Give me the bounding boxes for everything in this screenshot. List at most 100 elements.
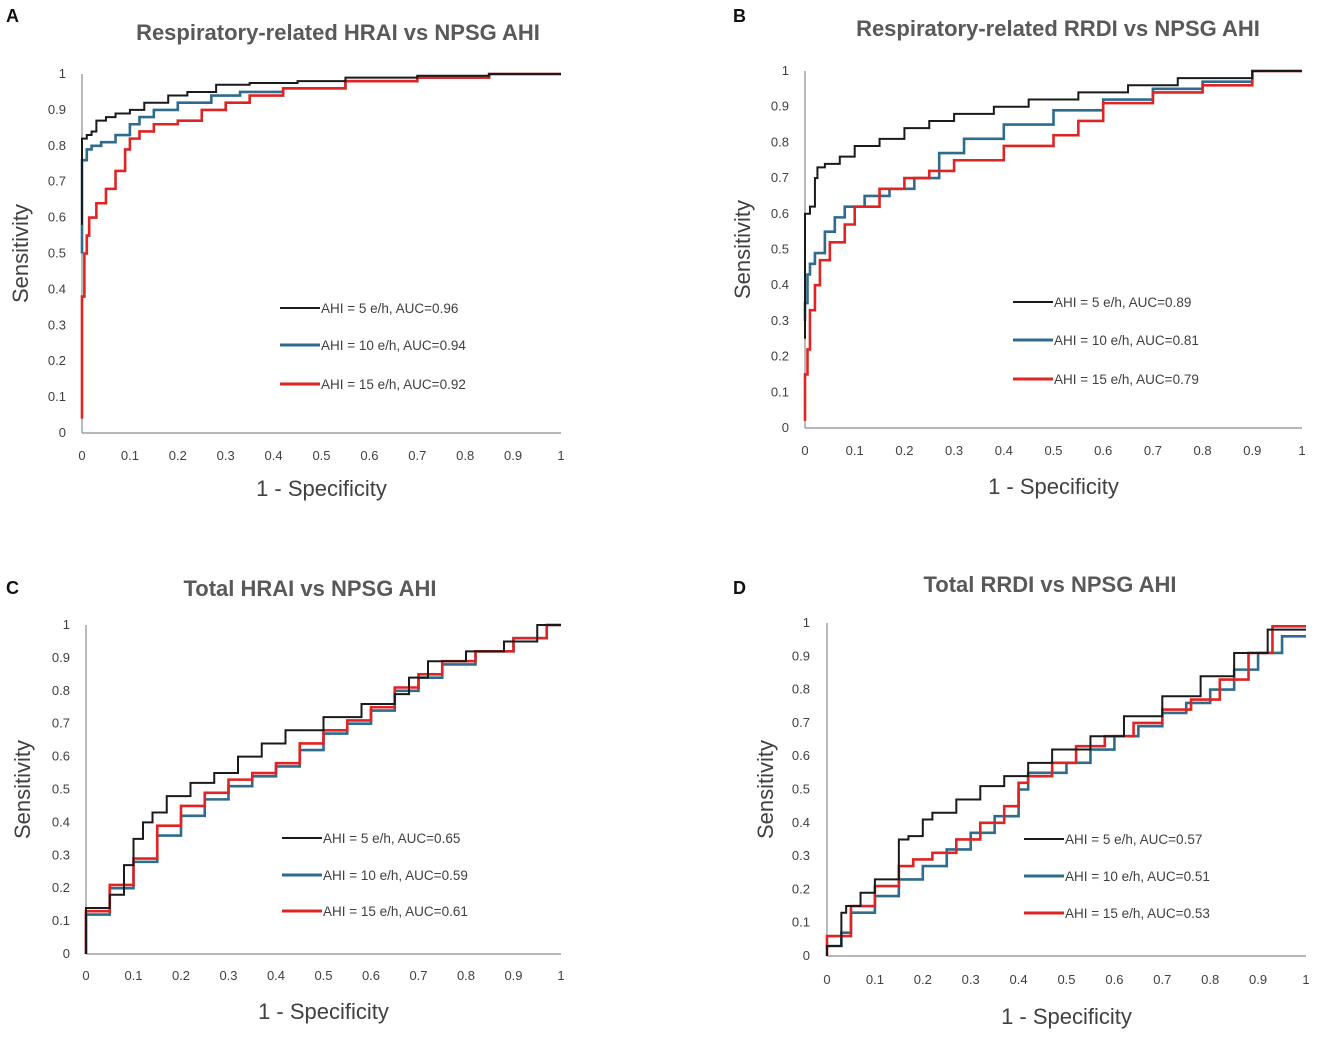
x-tick-label: 0.1 — [121, 448, 139, 463]
x-tick-label: 0.9 — [504, 448, 522, 463]
x-axis-title: 1 - Specificity — [256, 476, 387, 501]
x-tick-label: 0.5 — [1044, 443, 1062, 458]
panel-d: D Total RRDI vs NPSG AHI 0 0.1 0.2 0.3 0.4 0.5 0… — [733, 572, 1310, 1029]
x-axis-title: 1 - Specificity — [258, 999, 389, 1024]
x-tick-label: 0.3 — [962, 972, 980, 987]
y-tick-label: 0.8 — [771, 134, 789, 149]
x-tick-label: 0.7 — [1144, 443, 1162, 458]
x-tick-label: 1 — [557, 968, 564, 983]
y-tick-label: 0.1 — [771, 384, 789, 399]
x-tick-label: 0.7 — [409, 968, 427, 983]
y-tick-label: 1 — [803, 615, 810, 630]
y-tick-label: 0.7 — [52, 716, 70, 731]
x-tick-label: 0.4 — [1010, 972, 1028, 987]
x-tick-label: 0.2 — [169, 448, 187, 463]
y-tick-label: 0.7 — [48, 174, 66, 189]
x-tick-label: 0.8 — [1201, 972, 1219, 987]
y-tick-label: 0.1 — [48, 389, 66, 404]
y-tick-label: 0 — [803, 948, 810, 963]
x-tick-label: 0.5 — [1057, 972, 1075, 987]
y-axis-title: Sensitivity — [730, 200, 755, 299]
y-tick-label: 0.2 — [48, 353, 66, 368]
x-tick-label: 0 — [78, 448, 85, 463]
x-tick-label: 0.1 — [846, 443, 864, 458]
x-tick-label: 0.6 — [362, 968, 380, 983]
y-tick-label: 0.7 — [771, 170, 789, 185]
legend-label: AHI = 10 e/h, AUC=0.59 — [323, 868, 468, 883]
y-tick-label: 1 — [782, 63, 789, 78]
y-tick-label: 0.3 — [771, 313, 789, 328]
x-tick-label: 0 — [823, 972, 830, 987]
x-tick-label: 0.3 — [945, 443, 963, 458]
x-tick-label: 0.3 — [217, 448, 235, 463]
legend-label: AHI = 5 e/h, AUC=0.96 — [321, 301, 458, 316]
panel-c: C Total HRAI vs NPSG AHI 0 0.1 0.2 0.3 0.4 0.5 0… — [6, 576, 565, 1024]
y-tick-label: 0.6 — [792, 748, 810, 763]
roc-line-ahi5 — [826, 628, 1306, 956]
panel-a: A Respiratory-related HRAI vs NPSG AHI 0 0.… — [6, 6, 565, 501]
y-tick-label: 0.4 — [48, 281, 66, 296]
y-tick-label: 0.4 — [792, 815, 810, 830]
x-tick-label: 1 — [1298, 443, 1305, 458]
panel-letter: D — [733, 578, 746, 598]
x-tick-label: 0.8 — [456, 448, 474, 463]
legend-label: AHI = 10 e/h, AUC=0.81 — [1054, 333, 1199, 348]
y-tick-label: 0.5 — [771, 242, 789, 257]
chart-title: Respiratory-related RRDI vs NPSG AHI — [856, 16, 1260, 41]
panel-letter: A — [6, 6, 19, 26]
y-tick-label: 0.9 — [792, 648, 810, 663]
x-axis-title: 1 - Specificity — [1001, 1004, 1132, 1029]
y-tick-label: 0.8 — [52, 683, 70, 698]
legend-label: AHI = 15 e/h, AUC=0.53 — [1065, 906, 1210, 921]
y-axis-title: Sensitivity — [10, 740, 35, 839]
x-tick-label: 0.4 — [265, 448, 283, 463]
panel-letter: B — [733, 6, 746, 26]
legend-label: AHI = 10 e/h, AUC=0.94 — [321, 338, 466, 353]
x-tick-label: 0.6 — [1094, 443, 1112, 458]
x-tick-label: 0.8 — [457, 968, 475, 983]
panel-letter: C — [6, 578, 19, 598]
x-tick-label: 0.4 — [995, 443, 1013, 458]
y-tick-label: 0.6 — [48, 210, 66, 225]
y-tick-label: 0.7 — [792, 715, 810, 730]
y-tick-label: 0.8 — [792, 682, 810, 697]
roc-line-ahi5 — [804, 70, 1302, 339]
x-tick-label: 0.5 — [312, 448, 330, 463]
x-tick-label: 0.9 — [1249, 972, 1267, 987]
x-tick-label: 0.5 — [314, 968, 332, 983]
y-tick-label: 0.4 — [52, 814, 70, 829]
y-axis-title: Sensitivity — [753, 740, 778, 839]
chart-title: Total RRDI vs NPSG AHI — [923, 572, 1176, 597]
x-tick-label: 0.9 — [1243, 443, 1261, 458]
y-tick-label: 0.2 — [792, 881, 810, 896]
y-tick-label: 1 — [63, 617, 70, 632]
legend-label: AHI = 15 e/h, AUC=0.79 — [1054, 372, 1199, 387]
x-tick-label: 0.3 — [219, 968, 237, 983]
y-tick-label: 0.5 — [52, 782, 70, 797]
roc-line-ahi15 — [80, 72, 561, 419]
chart-title: Total HRAI vs NPSG AHI — [183, 576, 436, 601]
x-tick-label: 0.2 — [914, 972, 932, 987]
x-tick-label: 0.8 — [1194, 443, 1212, 458]
chart-title: Respiratory-related HRAI vs NPSG AHI — [136, 20, 540, 45]
legend-label: AHI = 10 e/h, AUC=0.51 — [1065, 869, 1210, 884]
x-tick-label: 0.1 — [866, 972, 884, 987]
y-tick-label: 0.5 — [48, 246, 66, 261]
y-tick-label: 1 — [59, 66, 66, 81]
y-tick-label: 0.3 — [48, 317, 66, 332]
y-tick-label: 0.6 — [771, 206, 789, 221]
y-tick-label: 0.1 — [792, 915, 810, 930]
legend-label: AHI = 5 e/h, AUC=0.89 — [1054, 295, 1191, 310]
legend-label: AHI = 15 e/h, AUC=0.61 — [323, 904, 468, 919]
x-tick-label: 0.7 — [408, 448, 426, 463]
x-tick-label: 1 — [557, 448, 564, 463]
y-tick-label: 0.9 — [48, 102, 66, 117]
roc-line-ahi5 — [85, 624, 561, 954]
y-tick-label: 0.6 — [52, 749, 70, 764]
y-tick-label: 0.4 — [771, 277, 789, 292]
y-tick-label: 0.3 — [52, 847, 70, 862]
x-tick-label: 0.1 — [124, 968, 142, 983]
y-tick-label: 0.1 — [52, 913, 70, 928]
panel-b: B Respiratory-related RRDI vs NPSG AHI 0 0.… — [730, 6, 1306, 499]
y-tick-label: 0 — [63, 946, 70, 961]
